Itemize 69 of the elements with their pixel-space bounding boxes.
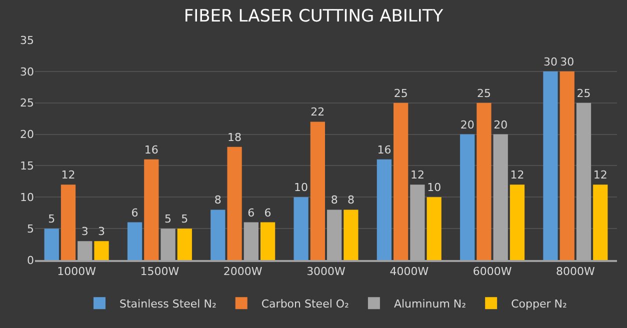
legend-label: Copper N₂: [511, 297, 567, 310]
data-label: 5: [164, 212, 172, 226]
data-label: 25: [476, 86, 491, 100]
bar: [294, 197, 308, 260]
bar: [44, 228, 59, 260]
data-label: 8: [347, 194, 354, 207]
x-tick-label: 1000W: [57, 265, 96, 278]
data-label: 30: [560, 55, 574, 68]
legend-label: Carbon Steel O₂: [261, 297, 349, 310]
bar: [376, 159, 392, 260]
data-label: 5: [181, 212, 188, 226]
data-label: 5: [48, 212, 56, 226]
data-label: 6: [248, 206, 255, 220]
y-tick-label: 30: [20, 65, 34, 78]
bar: [177, 228, 192, 260]
bar: [560, 71, 574, 260]
legend-label: Aluminum N₂: [394, 297, 466, 310]
bar: [260, 222, 276, 260]
y-tick-label: 20: [20, 128, 34, 142]
y-tick-label: 0: [27, 254, 34, 267]
x-tick-label: 1500W: [140, 265, 180, 278]
data-label: 25: [394, 86, 408, 100]
y-tick-label: 5: [27, 222, 34, 236]
data-label: 16: [144, 143, 158, 156]
y-tick-label: 25: [20, 96, 34, 110]
data-label: 12: [593, 168, 608, 182]
data-label: 20: [494, 118, 508, 132]
x-tick-label: 2000W: [223, 265, 262, 278]
data-label: 8: [214, 194, 222, 207]
data-label: 10: [427, 181, 442, 194]
bar: [593, 184, 608, 260]
data-label: 8: [330, 194, 338, 207]
y-tick-label: 15: [20, 160, 34, 173]
bar: [476, 102, 492, 260]
data-label: 12: [61, 168, 76, 182]
bar: [127, 222, 142, 260]
x-tick-label: 3000W: [306, 265, 346, 278]
chart-title: FIBER LASER CUTTING ABILITY: [184, 6, 444, 27]
data-label: 3: [81, 225, 88, 238]
x-tick-label: 4000W: [390, 265, 429, 278]
bar: [60, 184, 76, 260]
data-label: 18: [228, 130, 242, 144]
data-label: 16: [377, 143, 392, 156]
data-label: 6: [131, 206, 138, 220]
bar: [227, 146, 242, 260]
bar: [510, 184, 525, 260]
y-tick-label: 10: [20, 190, 34, 204]
data-label: 30: [543, 55, 558, 68]
x-tick-label: 8000W: [556, 265, 595, 278]
bar: [543, 71, 558, 260]
data-label: 25: [576, 86, 591, 100]
bar: [210, 210, 226, 260]
data-label: 3: [98, 225, 106, 238]
bar: [394, 102, 408, 260]
data-label: 6: [264, 206, 272, 220]
data-label: 22: [310, 106, 325, 119]
legend-label: Stainless Steel N₂: [120, 297, 216, 310]
x-tick-label: 6000W: [472, 265, 512, 278]
bar: [94, 241, 109, 260]
bar: [144, 159, 159, 260]
data-label: 12: [410, 168, 424, 182]
bar: [426, 197, 442, 260]
bar: [344, 210, 358, 260]
data-label: 12: [510, 168, 524, 182]
bar: [460, 134, 475, 260]
data-label: 10: [294, 181, 308, 194]
data-label: 20: [460, 118, 474, 132]
y-tick-label: 35: [20, 34, 34, 47]
bar: [310, 122, 325, 260]
